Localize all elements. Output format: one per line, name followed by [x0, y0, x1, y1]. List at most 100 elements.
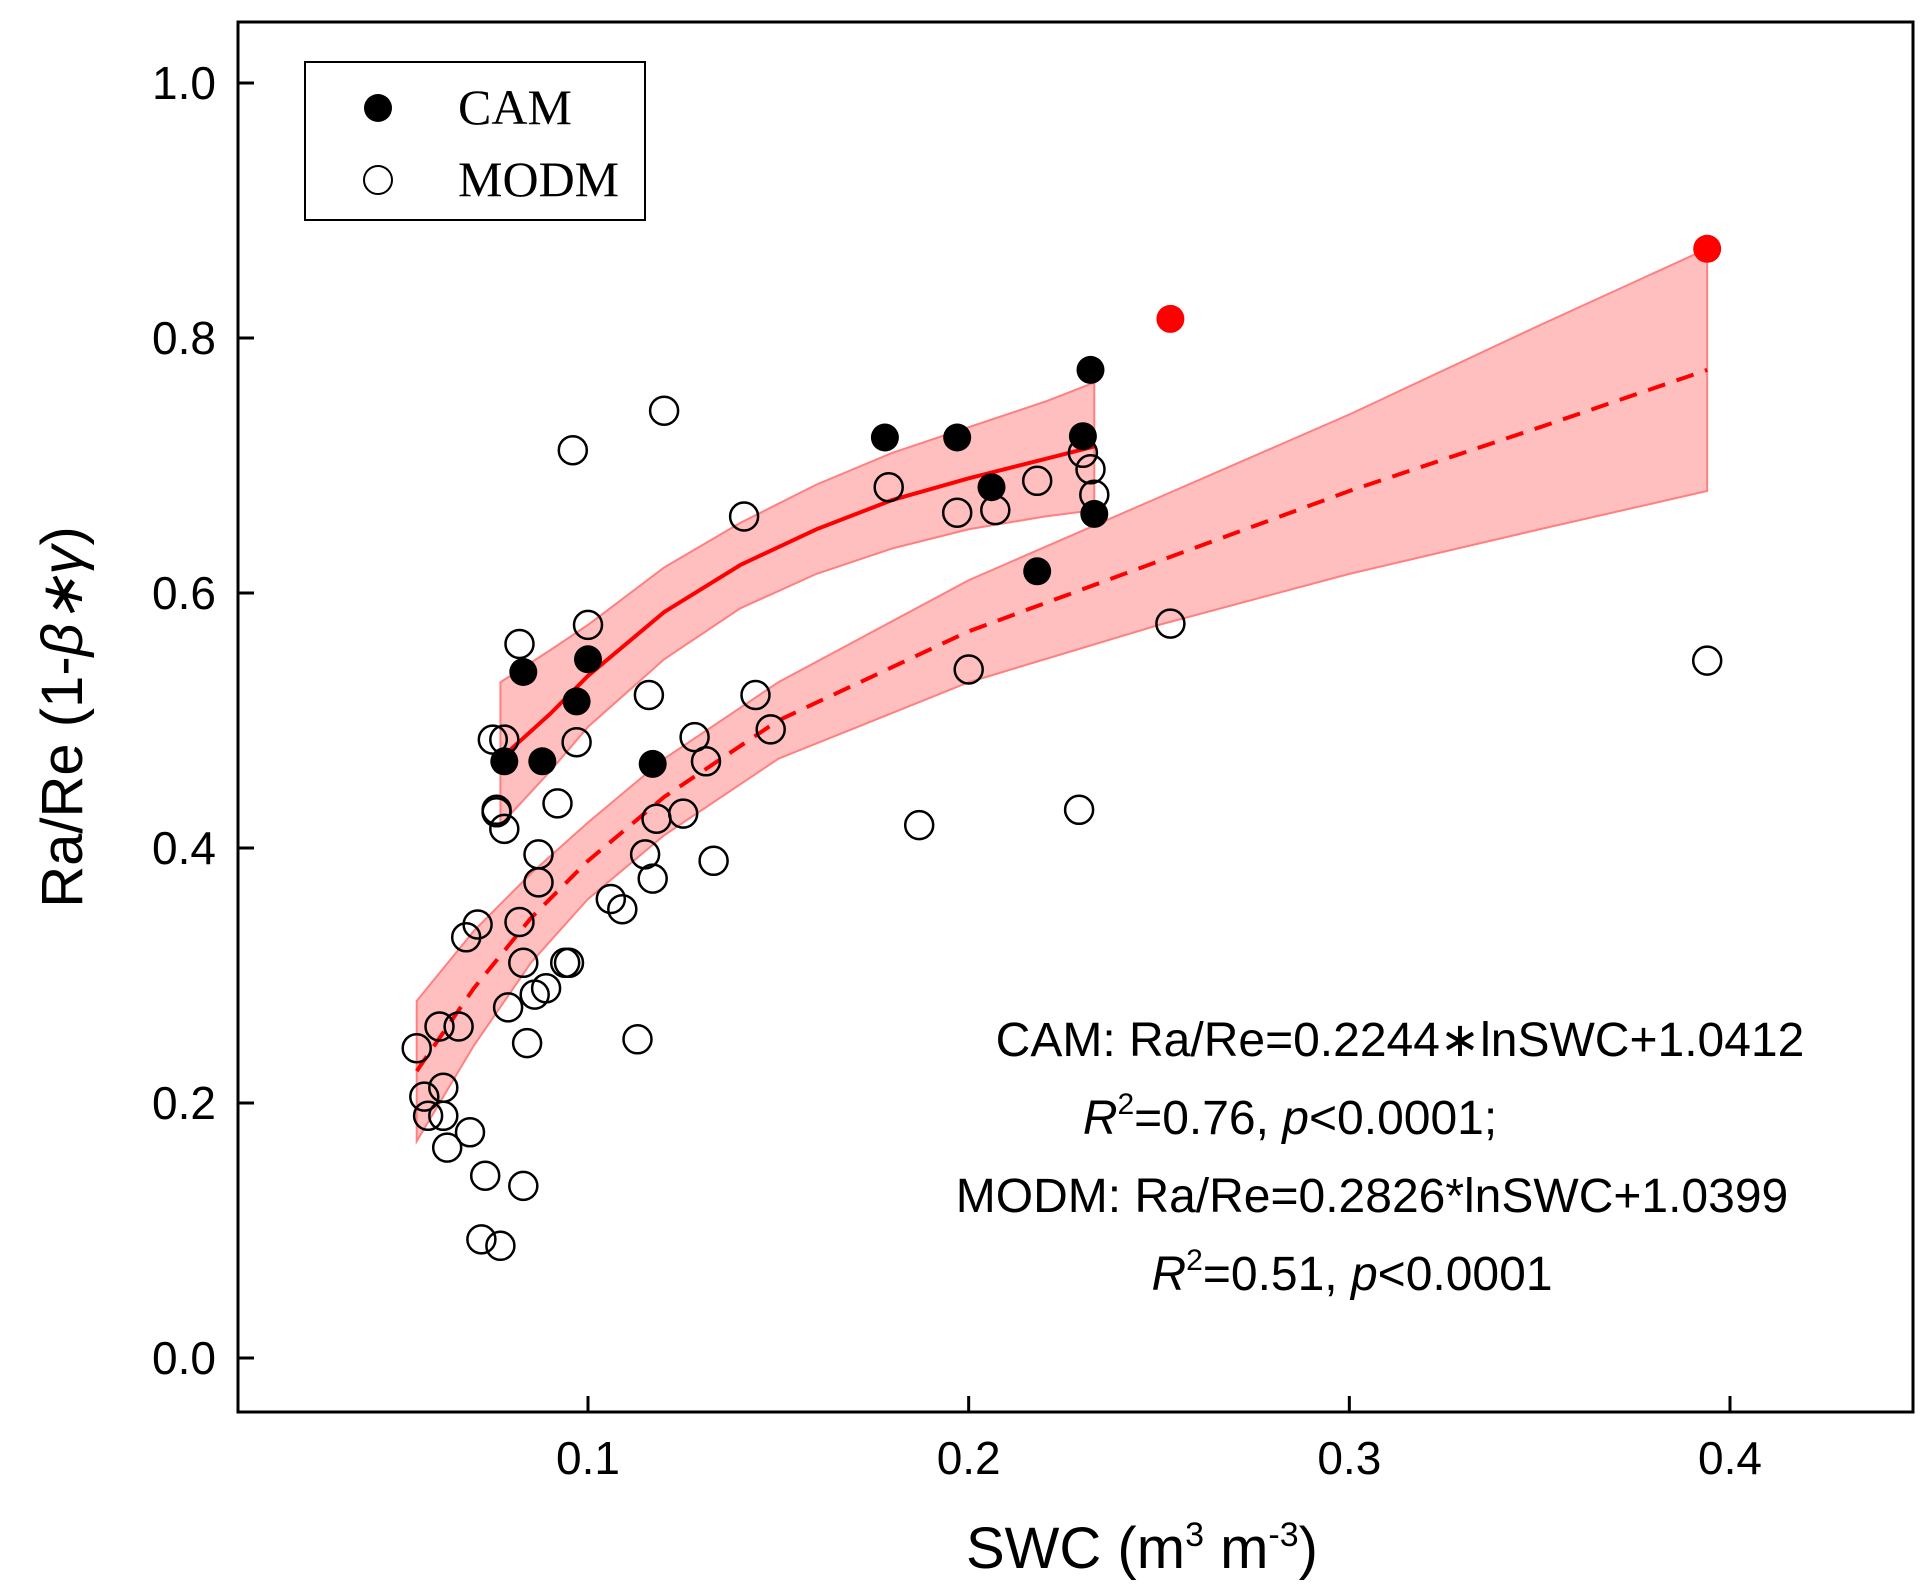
legend: CAM MODM [304, 61, 646, 221]
cam-equation: CAM: Ra/Re=0.2244∗lnSWC+1.0412 [996, 1014, 1805, 1067]
modm-point [698, 845, 729, 877]
modm-point [504, 628, 535, 660]
legend-label-cam: CAM [458, 79, 572, 135]
legend-box [304, 61, 646, 221]
modm-point [980, 494, 1011, 526]
cam-stats: R2=0.76, p<0.0001; [1083, 1088, 1497, 1145]
modm-point [1075, 454, 1106, 485]
highlighted-point [1693, 234, 1722, 263]
modm-point [508, 1170, 539, 1202]
modm-point [492, 992, 524, 1023]
modm-point [557, 434, 589, 466]
modm-stats: R2=0.51, p<0.0001 [1151, 1244, 1552, 1301]
y-tick-label: 0.2 [152, 1077, 216, 1129]
modm-point [530, 973, 562, 1004]
modm-point [401, 1032, 432, 1064]
modm-point [728, 501, 760, 532]
modm-point [1155, 608, 1186, 639]
modm-point [511, 1027, 543, 1059]
x-axis-title: SWC (m3 m-3) [966, 1516, 1318, 1581]
cam-point [509, 658, 538, 686]
modm-point [572, 609, 604, 641]
modm-point [679, 721, 710, 753]
x-tick-label: 0.2 [937, 1432, 1001, 1484]
modm-point [424, 1011, 455, 1042]
modm-confidence-band [415, 247, 1709, 1145]
modm-point [477, 724, 509, 755]
modm-point [903, 809, 935, 841]
cam-point [977, 473, 1006, 502]
modm-point [412, 1100, 444, 1132]
y-axis-title: Ra/Re (1-β∗γ) [30, 526, 95, 907]
modm-point [1079, 479, 1110, 511]
highlighted-point [1156, 304, 1185, 333]
modm-point [1021, 465, 1053, 497]
modm-point [667, 798, 699, 829]
y-tick-label: 0.6 [152, 567, 216, 619]
modm-point [607, 893, 638, 925]
modm-point [690, 746, 722, 777]
modm-point [953, 654, 984, 685]
cam-point [870, 423, 899, 452]
legend-label-modm: MODM [458, 151, 619, 207]
modm-point [553, 947, 585, 979]
modm-point [648, 395, 680, 426]
y-tick-label: 0.0 [152, 1332, 216, 1384]
modm-point [542, 788, 573, 819]
x-tick-label: 0.1 [556, 1432, 620, 1484]
cam-point [638, 749, 667, 778]
modm-point [740, 679, 771, 711]
modm-point [469, 1160, 501, 1191]
modm-point [523, 867, 554, 898]
modm-point [409, 1081, 440, 1112]
plot-frame [236, 20, 1915, 1414]
modm-point [873, 471, 904, 503]
data-points [401, 234, 1723, 1262]
cam-point [574, 645, 602, 674]
modm-point [941, 497, 973, 528]
cam-point [1068, 422, 1097, 451]
modm-point [431, 1132, 463, 1163]
modm-point [508, 947, 539, 979]
modm-point [428, 1100, 459, 1132]
modm-point [1067, 437, 1099, 469]
confidence-bands [415, 247, 1709, 1145]
modm-equation: MODM: Ra/Re=0.2826*lnSWC+1.0399 [956, 1170, 1788, 1223]
modm-point [595, 883, 627, 915]
modm-point [462, 909, 493, 940]
x-tick-label: 0.3 [1317, 1432, 1381, 1484]
modm-point [523, 839, 554, 870]
cam-point [490, 747, 519, 776]
modm-point [504, 906, 535, 938]
cam-point [1023, 557, 1052, 586]
modm-point [454, 1117, 486, 1148]
modm-fit-line [415, 368, 1708, 1073]
y-axis-ticks: 0.0 0.2 0.4 0.6 0.8 1.0 [152, 57, 254, 1384]
y-tick-label: 1.0 [152, 57, 216, 109]
y-tick-label: 0.4 [152, 822, 216, 874]
modm-point [633, 679, 665, 711]
cam-point [528, 747, 557, 776]
modm-point [443, 1011, 474, 1042]
cam-point [562, 687, 591, 716]
modm-point [622, 1024, 653, 1055]
y-tick-label: 0.8 [152, 312, 216, 364]
cam-point [943, 423, 972, 452]
modm-point [485, 1230, 516, 1262]
modm-point [1063, 794, 1095, 826]
legend-marker-modm [363, 165, 393, 195]
modm-point [755, 714, 786, 745]
modm-point [489, 724, 520, 755]
cam-point [1076, 355, 1105, 384]
modm-point [1691, 645, 1723, 676]
modm-point [561, 726, 592, 758]
x-tick-label: 0.4 [1698, 1432, 1762, 1484]
x-axis-ticks: 0.1 0.2 0.3 0.4 [556, 1396, 1762, 1484]
modm-point [466, 1224, 497, 1255]
modm-point [629, 839, 661, 870]
modm-point [637, 863, 668, 894]
modm-point [481, 797, 512, 828]
modm-point [489, 813, 520, 845]
legend-marker-cam [364, 94, 392, 122]
